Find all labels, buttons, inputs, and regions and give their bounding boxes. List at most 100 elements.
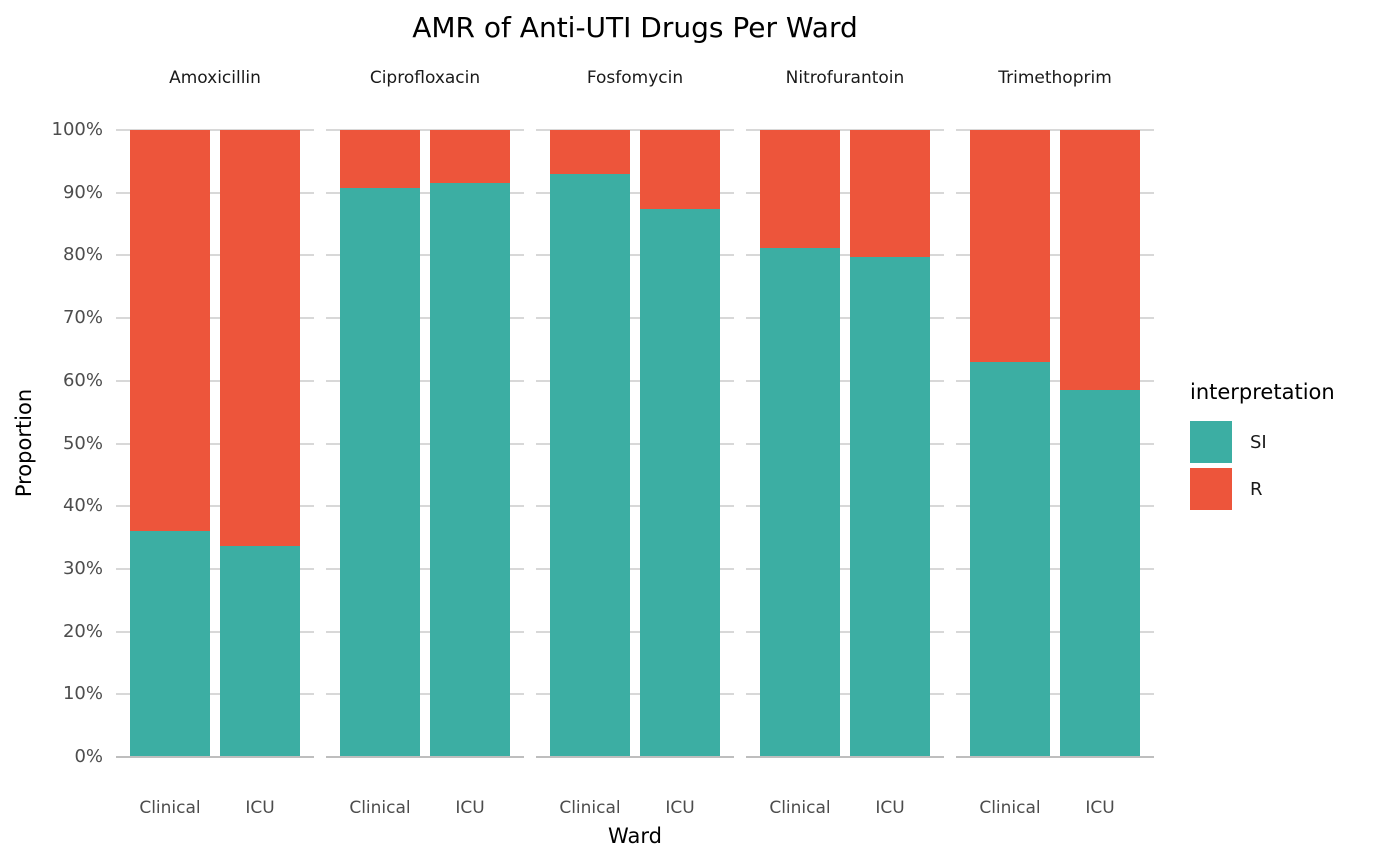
gridline-30 bbox=[536, 567, 734, 570]
x-axis-title: Ward bbox=[608, 824, 662, 848]
y-tick-label-100: 100% bbox=[51, 119, 103, 140]
plot-panels bbox=[116, 129, 1154, 758]
facet-panel-trimethoprim bbox=[956, 129, 1154, 758]
bar-fosfomycin-icu bbox=[640, 130, 720, 757]
x-axis-line bbox=[746, 756, 944, 758]
legend-item-r: R bbox=[1190, 468, 1390, 510]
bar-ciprofloxacin-icu bbox=[430, 130, 510, 757]
gridline-80 bbox=[536, 254, 734, 257]
facet-panel-ciprofloxacin bbox=[326, 129, 524, 758]
gridline-30 bbox=[746, 567, 944, 570]
y-tick-label-20: 20% bbox=[62, 620, 103, 642]
gridline-90 bbox=[746, 191, 944, 194]
segment-si-fosfomycin-icu bbox=[640, 209, 720, 757]
gridline-100 bbox=[746, 129, 944, 131]
gridline-100 bbox=[536, 129, 734, 131]
chart-title: AMR of Anti-UTI Drugs Per Ward bbox=[412, 11, 858, 44]
gridline-10 bbox=[746, 693, 944, 696]
x-axis-line bbox=[326, 756, 524, 758]
y-tick-label-10: 10% bbox=[62, 683, 103, 705]
gridline-60 bbox=[956, 379, 1154, 382]
segment-si-nitrofurantoin-icu bbox=[850, 257, 930, 757]
bar-fosfomycin-clinical bbox=[550, 130, 630, 757]
facet-label-amoxicillin: Amoxicillin bbox=[169, 68, 261, 88]
gridline-30 bbox=[956, 567, 1154, 570]
gridline-30 bbox=[326, 567, 524, 570]
x-tick-label-icu: ICU bbox=[665, 798, 695, 818]
gridline-50 bbox=[536, 442, 734, 445]
segment-si-ciprofloxacin-clinical bbox=[340, 188, 420, 757]
gridline-70 bbox=[956, 317, 1154, 320]
gridline-20 bbox=[116, 630, 314, 633]
gridline-60 bbox=[536, 379, 734, 382]
gridline-60 bbox=[116, 379, 314, 382]
segment-r-ciprofloxacin-clinical bbox=[340, 130, 420, 189]
x-axis-line bbox=[956, 756, 1154, 758]
x-axis-line bbox=[116, 756, 314, 758]
facet-panel-nitrofurantoin bbox=[746, 129, 944, 758]
bar-amoxicillin-clinical bbox=[130, 130, 210, 757]
y-axis-tick-labels: 0% 10% 20% 30% 40% 50% 60% 70% 80% 90% 100% bbox=[0, 119, 103, 767]
legend-label-r: R bbox=[1250, 478, 1263, 500]
gridline-70 bbox=[536, 317, 734, 320]
gridline-50 bbox=[116, 442, 314, 445]
gridline-40 bbox=[536, 505, 734, 508]
bar-trimethoprim-icu bbox=[1060, 130, 1140, 757]
segment-r-amoxicillin-clinical bbox=[130, 130, 210, 531]
segment-r-trimethoprim-icu bbox=[1060, 130, 1140, 391]
gridline-10 bbox=[116, 693, 314, 696]
y-tick-label-90: 90% bbox=[62, 181, 103, 203]
x-labels-fosfomycin: Clinical ICU bbox=[550, 795, 720, 821]
gridline-50 bbox=[326, 442, 524, 445]
bar-nitrofurantoin-icu bbox=[850, 130, 930, 757]
x-labels-nitrofurantoin: Clinical ICU bbox=[760, 795, 930, 821]
gridline-30 bbox=[116, 567, 314, 570]
facet-panel-fosfomycin bbox=[536, 129, 734, 758]
legend-swatch-si bbox=[1190, 421, 1232, 463]
bar-trimethoprim-clinical bbox=[970, 130, 1050, 757]
facet-label-trimethoprim: Trimethoprim bbox=[998, 68, 1112, 88]
gridline-60 bbox=[746, 379, 944, 382]
gridline-20 bbox=[746, 630, 944, 633]
segment-si-amoxicillin-clinical bbox=[130, 530, 210, 757]
segment-r-nitrofurantoin-icu bbox=[850, 130, 930, 258]
gridline-80 bbox=[326, 254, 524, 257]
x-tick-label-icu: ICU bbox=[245, 798, 275, 818]
facet-label-fosfomycin: Fosfomycin bbox=[586, 68, 684, 88]
gridline-40 bbox=[956, 505, 1154, 508]
gridline-90 bbox=[536, 191, 734, 194]
segment-si-trimethoprim-clinical bbox=[970, 361, 1050, 757]
gridline-60 bbox=[326, 379, 524, 382]
bar-amoxicillin-icu bbox=[220, 130, 300, 757]
segment-r-ciprofloxacin-icu bbox=[430, 130, 510, 184]
segment-si-ciprofloxacin-icu bbox=[430, 183, 510, 757]
segment-r-fosfomycin-clinical bbox=[550, 130, 630, 174]
facet-panel-amoxicillin bbox=[116, 129, 314, 758]
facet-label-nitrofurantoin: Nitrofurantoin bbox=[785, 68, 905, 88]
gridline-20 bbox=[536, 630, 734, 633]
legend-swatch-r bbox=[1190, 468, 1232, 510]
y-tick-label-70: 70% bbox=[62, 307, 103, 329]
gridline-10 bbox=[326, 693, 524, 696]
x-tick-label-icu: ICU bbox=[1085, 798, 1115, 818]
y-tick-label-80: 80% bbox=[62, 244, 103, 266]
y-tick-label-60: 60% bbox=[62, 369, 103, 391]
gridline-80 bbox=[116, 254, 314, 257]
x-axis-tick-labels: Clinical ICU Clinical ICU Clinical ICU Clinica… bbox=[130, 795, 1140, 821]
x-tick-label-clinical: Clinical bbox=[769, 798, 831, 818]
facet-label-ciprofloxacin: Ciprofloxacin bbox=[369, 68, 481, 88]
x-tick-label-icu: ICU bbox=[875, 798, 905, 818]
segment-r-nitrofurantoin-clinical bbox=[760, 130, 840, 248]
y-tick-label-40: 40% bbox=[62, 495, 103, 517]
x-axis-line bbox=[536, 756, 734, 758]
x-labels-trimethoprim: Clinical ICU bbox=[970, 795, 1140, 821]
segment-r-fosfomycin-icu bbox=[640, 130, 720, 209]
gridline-50 bbox=[746, 442, 944, 445]
gridline-100 bbox=[956, 129, 1154, 131]
gridline-20 bbox=[956, 630, 1154, 633]
segment-si-fosfomycin-clinical bbox=[550, 173, 630, 757]
segment-r-trimethoprim-clinical bbox=[970, 130, 1050, 362]
segment-si-nitrofurantoin-clinical bbox=[760, 247, 840, 757]
legend-item-si: SI bbox=[1190, 421, 1390, 463]
